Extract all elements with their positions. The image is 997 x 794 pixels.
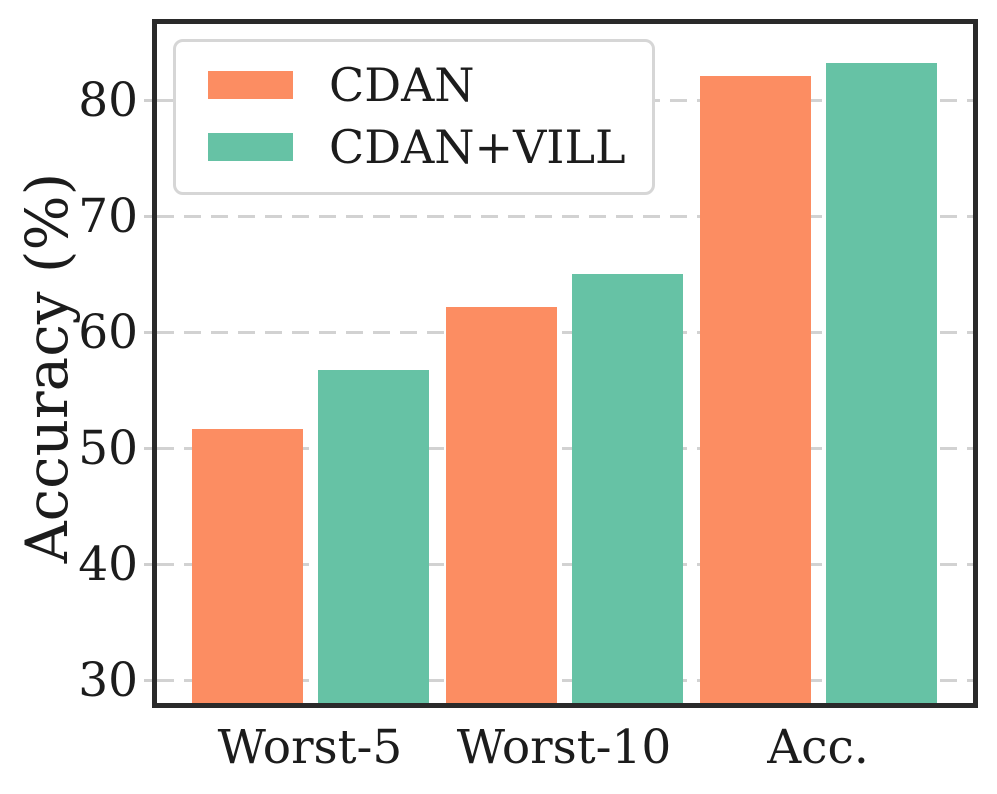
bar-cdan-vill-worst-10 bbox=[571, 273, 683, 703]
y-tick-label-60: 60 bbox=[78, 305, 138, 361]
legend-entry-cdan-vill: CDAN+VILL bbox=[208, 122, 626, 172]
y-tick-label-40: 40 bbox=[78, 537, 138, 593]
plot-area: CDAN CDAN+VILL bbox=[152, 19, 978, 708]
bar-cdan-vill-worst-5 bbox=[317, 369, 429, 703]
y-tick-label-30: 30 bbox=[78, 653, 138, 709]
y-tick-label-50: 50 bbox=[78, 421, 138, 477]
legend-entry-cdan: CDAN bbox=[208, 60, 626, 110]
y-tick-mark-80 bbox=[144, 99, 152, 103]
y-tick-mark-40 bbox=[144, 563, 152, 567]
gridline-60 bbox=[157, 331, 973, 335]
legend-label-cdan: CDAN bbox=[329, 58, 475, 112]
bar-cdan-worst-10 bbox=[445, 307, 557, 703]
bar-cdan-vill-acc bbox=[825, 63, 937, 703]
bar-cdan-worst-5 bbox=[191, 429, 303, 703]
legend-swatch-cdan bbox=[208, 71, 293, 99]
legend: CDAN CDAN+VILL bbox=[173, 39, 655, 195]
x-tick-label-acc: Acc. bbox=[767, 720, 869, 775]
y-tick-label-70: 70 bbox=[78, 189, 138, 245]
gridline-70 bbox=[157, 215, 973, 219]
gridline-30 bbox=[157, 679, 973, 683]
y-tick-mark-70 bbox=[144, 215, 152, 219]
x-tick-label-worst-5: Worst-5 bbox=[217, 720, 403, 775]
y-tick-mark-50 bbox=[144, 447, 152, 451]
y-tick-mark-60 bbox=[144, 331, 152, 335]
legend-swatch-cdan-vill bbox=[208, 133, 293, 161]
y-tick-label-80: 80 bbox=[78, 73, 138, 129]
legend-label-cdan-vill: CDAN+VILL bbox=[329, 120, 626, 174]
x-tick-label-worst-10: Worst-10 bbox=[456, 720, 672, 775]
gridline-50 bbox=[157, 447, 973, 451]
gridline-40 bbox=[157, 563, 973, 567]
bar-cdan-acc bbox=[699, 76, 811, 703]
y-tick-mark-30 bbox=[144, 679, 152, 683]
